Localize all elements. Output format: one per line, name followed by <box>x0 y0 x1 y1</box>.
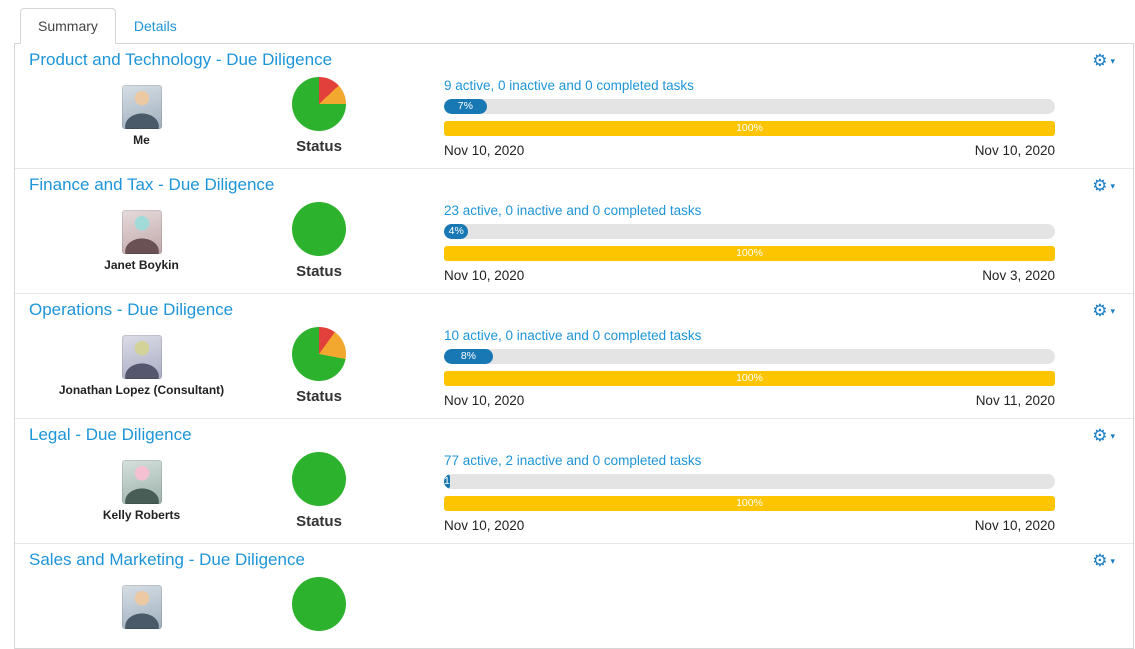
progress-track: 7% <box>444 99 1055 114</box>
project-row: Sales and Marketing - Due Diligence ⚙ ▾ <box>15 544 1133 648</box>
settings-menu-button[interactable]: ⚙ ▾ <box>1092 427 1119 444</box>
progress-track: 8% <box>444 349 1055 364</box>
project-title[interactable]: Sales and Marketing - Due Diligence <box>29 550 305 569</box>
status-pie-chart <box>292 202 346 256</box>
status-label: Status <box>296 513 342 530</box>
project-row: Finance and Tax - Due Diligence ⚙ ▾ Jane… <box>15 169 1133 294</box>
progress-fill: 1% <box>444 474 451 489</box>
tab-summary[interactable]: Summary <box>20 8 116 44</box>
duration-label: 100% <box>736 247 763 259</box>
duration-label: 100% <box>736 122 763 134</box>
project-title[interactable]: Finance and Tax - Due Diligence <box>29 175 275 194</box>
owner-name: Me <box>133 133 150 147</box>
status-label: Status <box>296 263 342 280</box>
tab-details[interactable]: Details <box>133 18 177 34</box>
chevron-down-icon: ▾ <box>1110 430 1115 441</box>
end-date: Nov 11, 2020 <box>975 393 1055 408</box>
tab-bar: Summary Details <box>14 8 1134 44</box>
avatar <box>121 335 162 379</box>
tasks-summary-link[interactable]: 23 active, 0 inactive and 0 completed ta… <box>444 203 702 218</box>
progress-track: 4% <box>444 224 1055 239</box>
duration-bar: 100% <box>444 371 1055 386</box>
duration-bar: 100% <box>444 246 1055 261</box>
progress-fill: 8% <box>444 349 493 364</box>
progress-track: 1% <box>444 474 1055 489</box>
end-date: Nov 10, 2020 <box>974 143 1055 158</box>
tasks-summary-link[interactable]: 77 active, 2 inactive and 0 completed ta… <box>444 453 702 468</box>
status-label: Status <box>296 388 342 405</box>
duration-bar: 100% <box>444 496 1055 511</box>
progress-label: 7% <box>457 100 473 112</box>
tasks-summary-link[interactable]: 10 active, 0 inactive and 0 completed ta… <box>444 328 702 343</box>
gear-icon: ⚙ <box>1092 550 1108 570</box>
settings-menu-button[interactable]: ⚙ ▾ <box>1092 552 1119 569</box>
avatar <box>121 210 162 254</box>
progress-fill: 4% <box>444 224 469 239</box>
duration-bar: 100% <box>444 121 1055 136</box>
gear-icon: ⚙ <box>1092 175 1108 195</box>
project-row: Operations - Due Diligence ⚙ ▾ Jonathan … <box>15 294 1133 419</box>
gear-icon: ⚙ <box>1092 50 1108 70</box>
project-row: Product and Technology - Due Diligence ⚙… <box>15 44 1133 169</box>
chevron-down-icon: ▾ <box>1110 180 1115 191</box>
progress-fill: 7% <box>444 99 487 114</box>
avatar <box>121 585 162 629</box>
owner-name: Jonathan Lopez (Consultant) <box>58 383 225 397</box>
start-date: Nov 10, 2020 <box>444 393 525 408</box>
status-pie-chart <box>292 327 346 381</box>
chevron-down-icon: ▾ <box>1110 305 1115 316</box>
status-pie-chart <box>292 452 346 506</box>
progress-label: 4% <box>448 225 464 237</box>
settings-menu-button[interactable]: ⚙ ▾ <box>1092 177 1119 194</box>
project-row: Legal - Due Diligence ⚙ ▾ Kelly Roberts … <box>15 419 1133 544</box>
status-pie-chart <box>292 77 346 131</box>
project-title[interactable]: Product and Technology - Due Diligence <box>29 50 333 69</box>
project-list: Product and Technology - Due Diligence ⚙… <box>14 43 1134 649</box>
start-date: Nov 10, 2020 <box>444 143 525 158</box>
avatar <box>121 85 162 129</box>
start-date: Nov 10, 2020 <box>444 518 525 533</box>
duration-label: 100% <box>736 372 763 384</box>
project-title[interactable]: Operations - Due Diligence <box>29 300 234 319</box>
chevron-down-icon: ▾ <box>1110 555 1115 566</box>
gear-icon: ⚙ <box>1092 425 1108 445</box>
progress-label: 8% <box>460 350 477 362</box>
end-date: Nov 3, 2020 <box>982 268 1055 283</box>
settings-menu-button[interactable]: ⚙ ▾ <box>1092 52 1119 69</box>
progress-label: 1% <box>444 475 450 487</box>
status-pie-chart <box>292 577 346 631</box>
project-title[interactable]: Legal - Due Diligence <box>29 425 192 444</box>
chevron-down-icon: ▾ <box>1110 55 1115 66</box>
end-date: Nov 10, 2020 <box>974 518 1055 533</box>
status-label: Status <box>296 138 342 155</box>
gear-icon: ⚙ <box>1092 300 1108 320</box>
settings-menu-button[interactable]: ⚙ ▾ <box>1092 302 1119 319</box>
owner-name: Kelly Roberts <box>102 508 181 522</box>
avatar <box>121 460 162 504</box>
start-date: Nov 10, 2020 <box>444 268 525 283</box>
duration-label: 100% <box>736 497 763 509</box>
owner-name: Janet Boykin <box>104 258 179 272</box>
tasks-summary-link[interactable]: 9 active, 0 inactive and 0 completed tas… <box>444 78 694 93</box>
